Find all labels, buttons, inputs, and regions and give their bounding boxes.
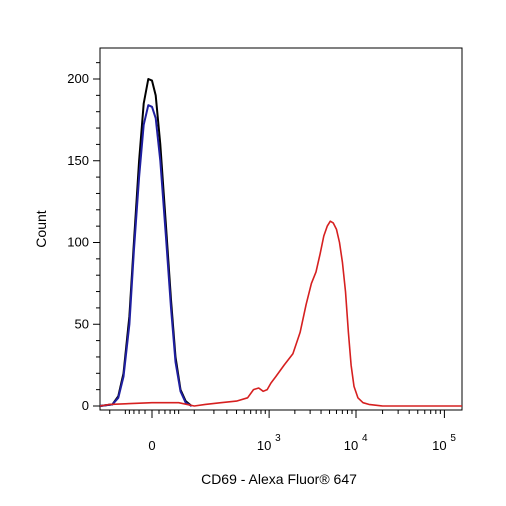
labels-layer: 0 50 100 150 200 0 10 3 10 4 10 5 <box>67 71 456 453</box>
x-tick-label: 10 <box>344 438 358 453</box>
plot-frame <box>99 47 463 411</box>
y-tick-label: 0 <box>82 398 89 413</box>
y-tick-label: 50 <box>75 316 89 331</box>
x-tick-exponent: 3 <box>275 433 281 444</box>
y-axis-title: Count <box>33 210 49 247</box>
x-tick-label: 10 <box>432 438 446 453</box>
histogram-series-2 <box>99 104 193 407</box>
x-tick-exponent: 4 <box>362 433 368 444</box>
x-axis-title: CD69 - Alexa Fluor® 647 <box>201 471 357 487</box>
y-tick-label: 200 <box>67 71 89 86</box>
histogram-series-3 <box>99 220 462 407</box>
x-tick-exponent: 5 <box>450 433 456 444</box>
x-tick-label: 10 <box>257 438 271 453</box>
series-layer <box>99 78 462 407</box>
ticks-layer <box>93 62 445 418</box>
y-tick-label: 150 <box>67 153 89 168</box>
y-tick-label: 100 <box>67 235 89 250</box>
x-tick-label: 0 <box>148 438 155 453</box>
